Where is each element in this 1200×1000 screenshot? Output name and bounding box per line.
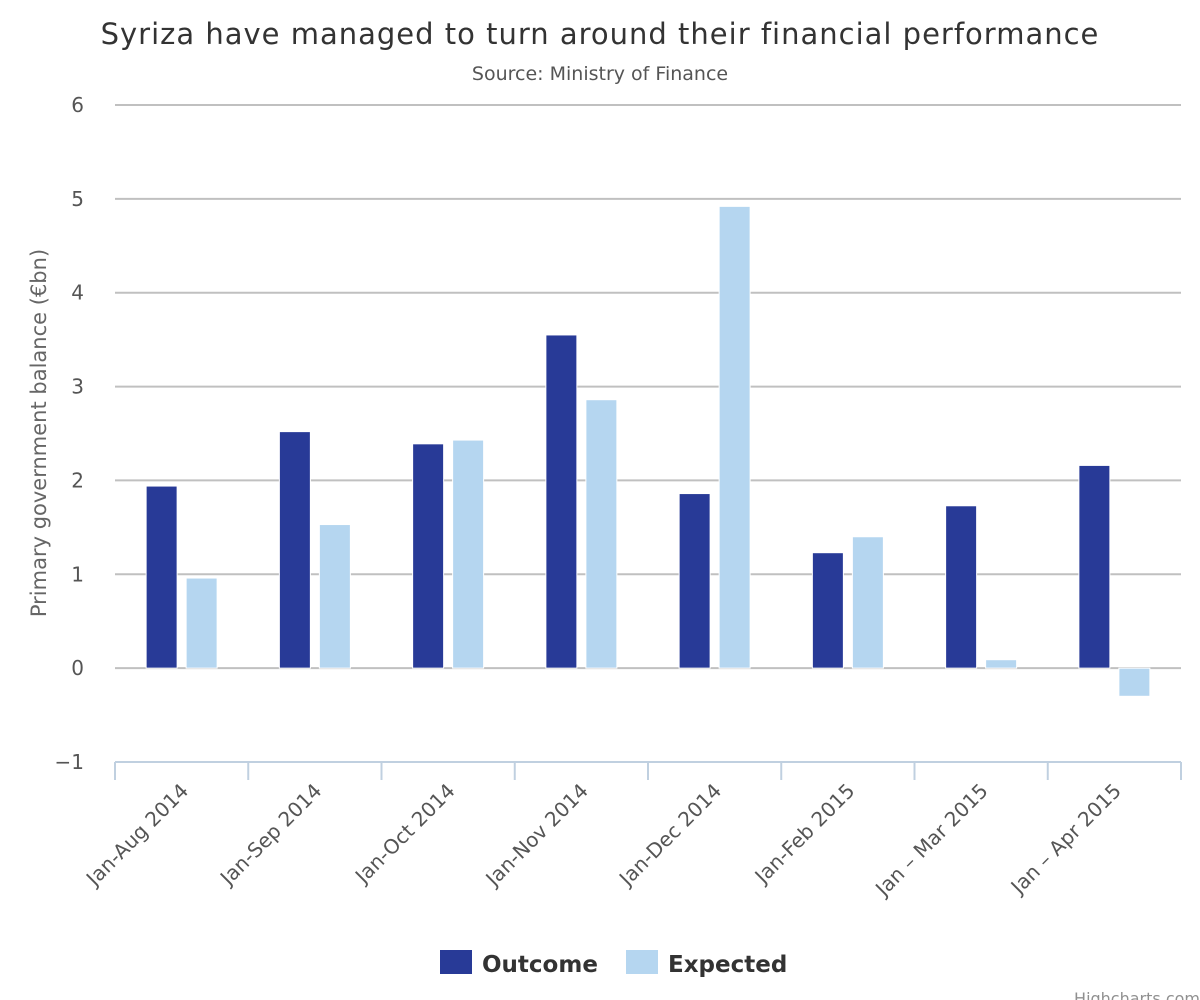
bar-outcome-2[interactable]: [412, 443, 445, 669]
bar-outcome-3[interactable]: [545, 334, 578, 669]
bar-expected-7[interactable]: [1118, 667, 1151, 697]
y-tick-label: −1: [55, 750, 84, 774]
y-axis-ticks: −1 0 1 2 3 4 5 6: [55, 93, 84, 774]
x-tick-label: Jan-Sep 2014: [214, 779, 326, 891]
bar-outcome-1[interactable]: [278, 431, 311, 669]
x-tick-label: Jan-Aug 2014: [80, 779, 193, 892]
x-tick-label: Jan-Feb 2015: [749, 779, 860, 890]
bar-outcome-4[interactable]: [678, 493, 711, 669]
legend-label-outcome[interactable]: Outcome: [482, 952, 598, 978]
y-tick-label: 1: [71, 562, 84, 586]
y-tick-label: 4: [71, 281, 84, 305]
y-tick-label: 0: [71, 656, 84, 680]
y-tick-label: 5: [71, 187, 84, 211]
y-axis-label: Primary government balance (€bn): [27, 249, 51, 617]
bar-expected-5[interactable]: [851, 536, 884, 669]
bar-expected-6[interactable]: [985, 659, 1018, 669]
x-tick-label: Jan – Apr 2015: [1005, 779, 1126, 900]
bar-outcome-6[interactable]: [945, 505, 978, 669]
bar-outcome-7[interactable]: [1078, 464, 1111, 669]
bar-expected-4[interactable]: [718, 205, 751, 669]
x-tick-label: Jan – Mar 2015: [869, 779, 992, 902]
legend-swatch-expected[interactable]: [626, 950, 658, 974]
legend: Outcome Expected: [440, 950, 787, 978]
bar-expected-3[interactable]: [585, 399, 618, 669]
bar-expected-2[interactable]: [452, 439, 485, 669]
bar-outcome-5[interactable]: [811, 552, 844, 669]
x-tick-label: Jan-Dec 2014: [613, 779, 726, 892]
bar-expected-1[interactable]: [318, 524, 351, 669]
chart-subtitle: Source: Ministry of Finance: [472, 63, 728, 85]
chart-title: Syriza have managed to turn around their…: [101, 17, 1100, 51]
bar-outcome-0[interactable]: [145, 485, 178, 669]
x-tick-label: Jan-Oct 2014: [349, 779, 460, 890]
x-tick-label: Jan-Nov 2014: [480, 779, 593, 892]
legend-label-expected[interactable]: Expected: [668, 952, 787, 978]
credits-link[interactable]: Highcharts.com: [1074, 989, 1200, 1000]
x-axis: [114, 761, 1182, 780]
legend-swatch-outcome[interactable]: [440, 950, 472, 974]
y-tick-label: 3: [71, 375, 84, 399]
bar-series: [145, 205, 1151, 697]
bar-expected-0[interactable]: [185, 577, 218, 669]
x-axis-tick-labels: Jan-Aug 2014 Jan-Sep 2014 Jan-Oct 2014 Jan-…: [80, 779, 1126, 902]
y-tick-label: 2: [71, 468, 84, 492]
grid-lines: [115, 104, 1181, 670]
y-tick-label: 6: [71, 93, 84, 117]
